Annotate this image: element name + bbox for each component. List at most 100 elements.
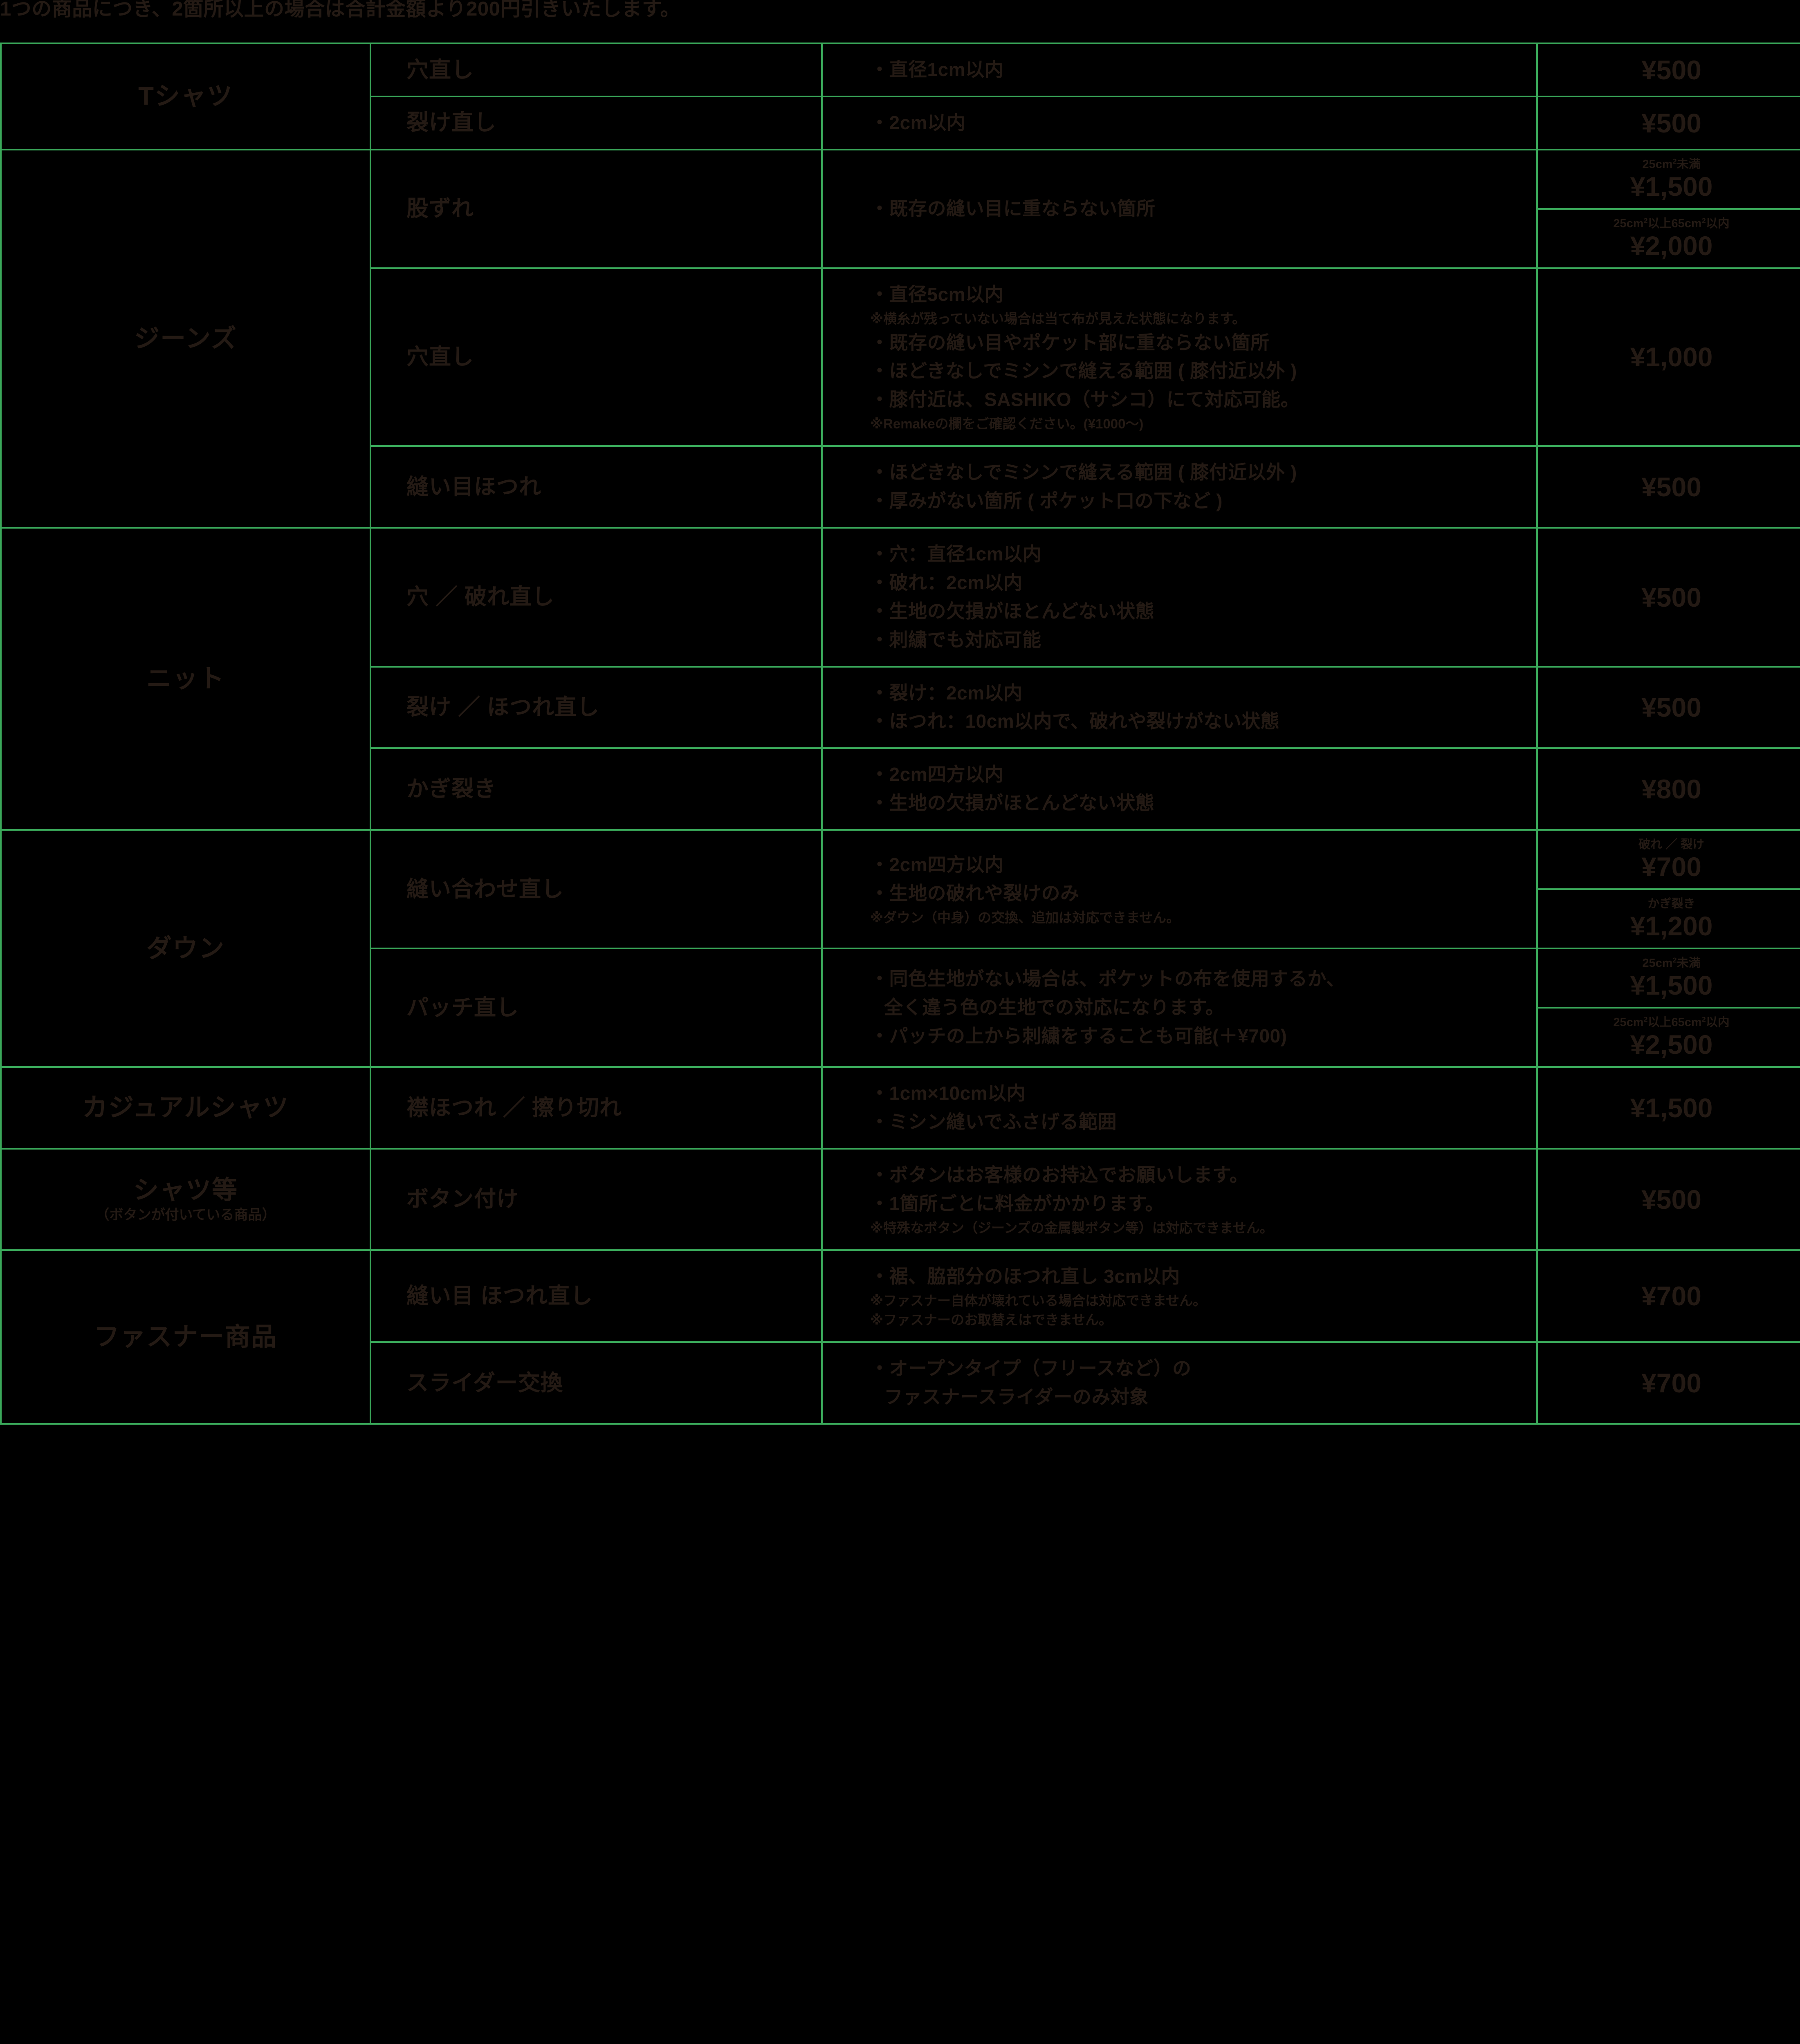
condition-item: ・既存の縫い目やポケット部に重ならない箇所 (870, 332, 1270, 353)
condition-item: ・ミシン縫いでふさげる範囲 (870, 1111, 1117, 1133)
conditions-cell: ・ほどきなしでミシンで縫える範囲 ( 膝付近以外 ) ・厚みがない箇所 ( ポケッ… (821, 445, 1538, 529)
price-value: ¥1,500 (1630, 1093, 1713, 1123)
price-value: ¥500 (1641, 692, 1701, 723)
price-entry: 破れ ／ 裂け ¥700 (1538, 831, 1800, 888)
condition-item: ※ダウン（中身）の交換、追加は対応できません。 (870, 910, 1180, 926)
table-row: シャツ等 （ボタンが付いている商品） ボタン付け ・ボタンはお客様のお持込でお願いしま… (0, 1148, 1800, 1251)
price-cell: ¥700 (1536, 1249, 1800, 1343)
table-row: ジーンズ 股ずれ ・既存の縫い目に重ならない箇所 25cm2未満 ¥1,500 25cm2… (0, 148, 1800, 529)
conditions-cell: ・穴：直径1cm以内 ・破れ：2cm以内 ・生地の欠損がほとんどない状態 ・刺繍でも対… (821, 527, 1538, 668)
conditions-cell: ・1cm×10cm以内 ・ミシン縫いでふさげる範囲 (821, 1066, 1538, 1150)
price-entry: ¥500 (1538, 465, 1800, 509)
condition-item: ・既存の縫い目に重ならない箇所 (870, 197, 1156, 219)
category-cell: カジュアルシャツ (0, 1066, 371, 1150)
price-entry: ¥1,000 (1538, 335, 1800, 379)
price-label: 破れ ／ 裂け (1638, 838, 1705, 852)
price-entry: 25cm2以上65cm2以内 ¥2,500 (1538, 1007, 1800, 1066)
table-row: 裂け直し ・2cm以内 ¥500 (1, 95, 1800, 150)
condition-item: ・直径1cm以内 (870, 59, 1004, 80)
price-group: ¥800 (1538, 767, 1800, 811)
repair-type-cell: 縫い目ほつれ (370, 445, 823, 529)
price-label: かぎ裂き (1647, 897, 1695, 911)
condition-item: ・ほつれ：10cm以内で、破れや裂けがない状態 (870, 710, 1280, 732)
price-group: ¥500 (1538, 686, 1800, 729)
condition-item: ・オープンタイプ（フリースなど）の (870, 1358, 1192, 1379)
price-cell: ¥500 (1536, 95, 1800, 150)
conditions-cell: ・2cm四方以内 ・生地の欠損がほとんどない状態 (821, 747, 1538, 831)
price-entry: ¥500 (1538, 576, 1800, 619)
condition-item: ・直径5cm以内 (870, 283, 1004, 305)
price-group: ¥500 (1538, 101, 1800, 145)
category-label: カジュアルシャツ (82, 1094, 289, 1122)
price-group: 25cm2未満 ¥1,500 25cm2以上65cm2以内 ¥2,500 (1538, 949, 1800, 1066)
conditions-list: ・裾、脇部分のほつれ直し 3cm以内 ※ファスナー自体が壊れている場合は対応できま… (823, 1251, 1536, 1342)
condition-item: ファスナースライダーのみ対象 (884, 1386, 1149, 1408)
price-group: ¥500 (1538, 1178, 1800, 1221)
conditions-list: ・オープンタイプ（フリースなど）のファスナースライダーのみ対象 (823, 1343, 1536, 1423)
price-value: ¥700 (1641, 1281, 1701, 1311)
condition-item: ・2cm四方以内 (870, 854, 1004, 876)
condition-item: ・ほどきなしでミシンで縫える範囲 ( 膝付近以外 ) (870, 360, 1297, 382)
price-cell: ¥700 (1536, 1341, 1800, 1425)
condition-item: ・破れ：2cm以内 (870, 572, 1023, 593)
table-row: 縫い目ほつれ ・ほどきなしでミシンで縫える範囲 ( 膝付近以外 ) ・厚みがない箇所… (1, 445, 1800, 529)
repair-type-cell: 穴直し (370, 43, 823, 97)
repair-type-cell: ボタン付け (370, 1148, 823, 1251)
conditions-list: ・直径1cm以内 (823, 44, 1536, 96)
condition-item: ・同色生地がない場合は、ポケットの布を使用するか、 (870, 968, 1345, 990)
conditions-list: ・1cm×10cm以内 ・ミシン縫いでふさげる範囲 (823, 1068, 1536, 1148)
price-entry: ¥500 (1538, 101, 1800, 145)
conditions-cell: ・オープンタイプ（フリースなど）のファスナースライダーのみ対象 (821, 1341, 1538, 1425)
condition-item: ・ほどきなしでミシンで縫える範囲 ( 膝付近以外 ) (870, 462, 1297, 483)
price-value: ¥700 (1641, 1368, 1701, 1399)
price-group: ¥700 (1538, 1274, 1800, 1318)
condition-item: ・1箇所ごとに料金がかかります。 (870, 1192, 1164, 1214)
table-body: Tシャツ 穴直し ・直径1cm以内 ¥500 裂け直し ・2cm以内 ¥500 ジーンズ 股ずれ… (0, 43, 1800, 1425)
condition-item: ※横糸が残っていない場合は当て布が見えた状態になります。 (870, 311, 1246, 326)
price-value: ¥500 (1641, 1184, 1701, 1215)
discount-banner: 1つの商品につき、2箇所以上の場合は合計金額より200円引きいたします。 (0, 0, 680, 18)
conditions-list: ・同色生地がない場合は、ポケットの布を使用するか、全く違う色の生地での対応になり… (823, 953, 1536, 1062)
repair-type-cell: かぎ裂き (370, 747, 823, 831)
price-group: ¥500 (1538, 465, 1800, 509)
price-value: ¥1,500 (1630, 970, 1713, 1001)
table-row: 裂け ／ ほつれ直し ・裂け：2cm以内 ・ほつれ：10cm以内で、破れや裂けがない… (1, 666, 1800, 749)
price-label: 25cm2以上65cm2以内 (1613, 216, 1730, 230)
conditions-cell: ・直径1cm以内 (821, 43, 1538, 97)
condition-item: ・生地の欠損がほとんどない状態 (870, 792, 1155, 814)
condition-item: 全く違う色の生地での対応になります。 (884, 997, 1225, 1018)
conditions-list: ・2cm四方以内 ・生地の破れや裂けのみ ※ダウン（中身）の交換、追加は対応できませ… (823, 839, 1536, 939)
price-entry: ¥700 (1538, 1274, 1800, 1318)
price-entry: 25cm2未満 ¥1,500 (1538, 949, 1800, 1007)
conditions-cell: ・同色生地がない場合は、ポケットの布を使用するか、全く違う色の生地での対応になり… (821, 948, 1538, 1068)
category-cell: ダウン (0, 829, 371, 1068)
price-group: ¥500 (1538, 576, 1800, 619)
condition-item: ※ファスナーのお取替えはできません。 (870, 1312, 1113, 1328)
condition-item: ※Remakeの欄をご確認ください。(¥1000〜) (870, 416, 1144, 432)
repair-type-cell: 股ずれ (370, 148, 823, 269)
condition-item: ・裾、脇部分のほつれ直し 3cm以内 (870, 1265, 1180, 1287)
conditions-list: ・ボタンはお客様のお持込でお願いします。 ・1箇所ごとに料金がかかります。 ※特殊な… (823, 1150, 1536, 1249)
price-cell: ¥800 (1536, 747, 1800, 831)
condition-item: ※特殊なボタン（ジーンズの金属製ボタン等）は対応できません。 (870, 1220, 1273, 1235)
condition-item: ・2cm以内 (870, 112, 966, 133)
table-row: スライダー交換 ・オープンタイプ（フリースなど）の ファスナースライダーのみ対象 ¥7… (1, 1341, 1800, 1425)
price-cell: ¥1,000 (1536, 267, 1800, 447)
repair-type-label: 股ずれ (406, 196, 474, 221)
price-entry: ¥500 (1538, 686, 1800, 729)
price-entry: ¥500 (1538, 1178, 1800, 1221)
price-label: 25cm2未満 (1642, 157, 1701, 171)
condition-item: ・膝付近は、SASHIKO（サシコ）にて対応可能。 (870, 389, 1300, 410)
category-label: ファスナー商品 (94, 1322, 277, 1351)
condition-item: ・厚みがない箇所 ( ポケット口の下など ) (870, 490, 1223, 512)
condition-item: ・パッチの上から刺繍をすることも可能(＋¥700) (870, 1025, 1287, 1047)
table-row: かぎ裂き ・2cm四方以内 ・生地の欠損がほとんどない状態 ¥800 (1, 747, 1800, 831)
category-cell: Tシャツ (0, 43, 371, 150)
repair-type-cell: パッチ直し (370, 948, 823, 1068)
price-group: ¥1,500 (1538, 1086, 1800, 1130)
price-value: ¥500 (1641, 54, 1701, 85)
conditions-cell: ・2cm四方以内 ・生地の破れや裂けのみ ※ダウン（中身）の交換、追加は対応できませ… (821, 829, 1538, 950)
condition-item: ・穴：直径1cm以内 (870, 543, 1042, 565)
repair-type-cell: 縫い目 ほつれ直し (370, 1249, 823, 1343)
repair-type-label: パッチ直し (406, 995, 519, 1020)
